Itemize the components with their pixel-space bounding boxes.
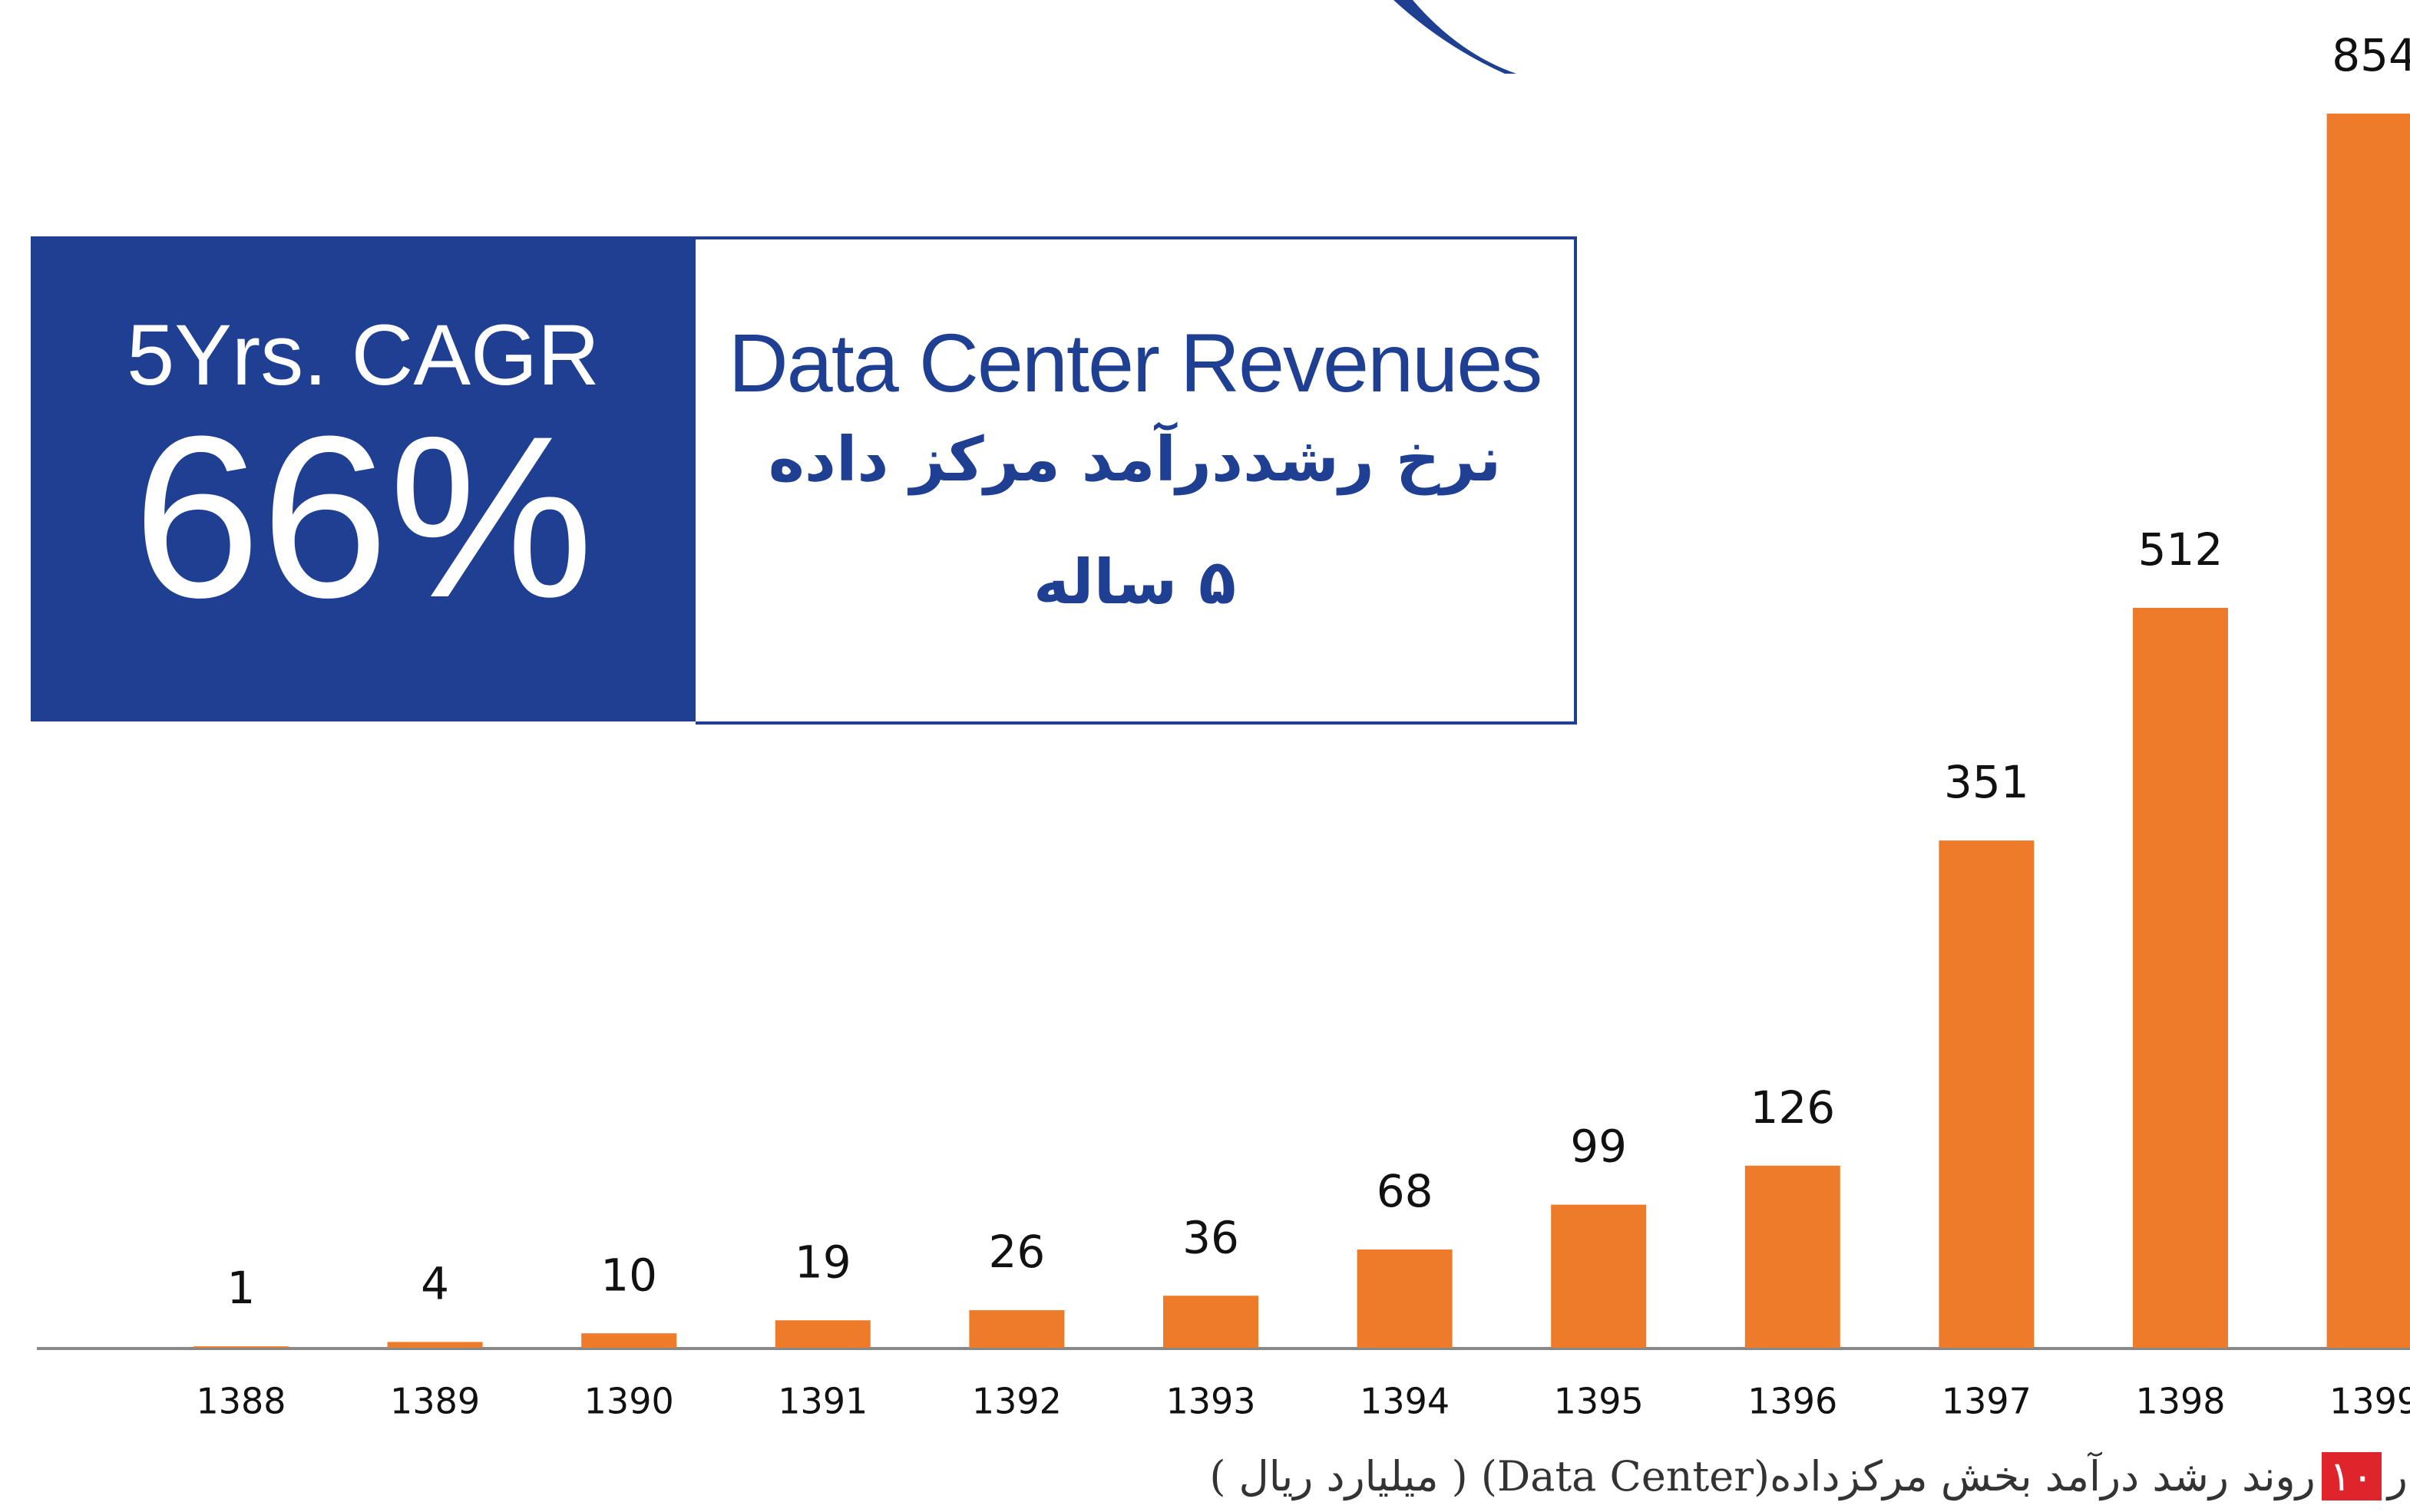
value-label: 351 — [1944, 756, 2029, 808]
cagr-value: 66% — [132, 388, 594, 645]
x-tick-label: 1394 — [1360, 1381, 1450, 1422]
bar — [1357, 1249, 1453, 1348]
caption-label: نمودار — [2387, 1452, 2410, 1500]
bar — [387, 1342, 483, 1348]
value-label: 512 — [2138, 523, 2223, 576]
value-label: 68 — [1377, 1165, 1433, 1217]
bar — [581, 1333, 677, 1348]
value-label: 1 — [227, 1262, 256, 1314]
bar — [2326, 114, 2410, 1348]
info-subtitle: نرخ رشددرآمد مرکز داده — [768, 424, 1502, 495]
caption-text: روند رشد درآمد بخش مرکزداده(Data Center)… — [1209, 1452, 2316, 1500]
x-tick-label: 1389 — [390, 1381, 480, 1422]
bar — [193, 1346, 289, 1348]
caption-number: ۱۰ — [2321, 1452, 2382, 1500]
decor-swoosh — [1393, 0, 1516, 74]
value-label: 126 — [1750, 1081, 1835, 1134]
x-tick-label: 1388 — [196, 1381, 286, 1422]
value-label: 4 — [421, 1258, 449, 1310]
info-title: Data Center Revenues — [728, 316, 1543, 409]
bar — [1163, 1296, 1258, 1348]
bar — [1744, 1165, 1840, 1348]
bar — [969, 1310, 1065, 1348]
x-tick-label: 1396 — [1747, 1381, 1837, 1422]
bar — [775, 1320, 871, 1348]
value-label: 99 — [1570, 1121, 1627, 1173]
x-tick-label: 1399 — [2329, 1381, 2410, 1422]
info-subtitle: ۵ ساله — [1033, 546, 1236, 618]
bar — [1551, 1204, 1647, 1348]
x-tick-label: 1391 — [778, 1381, 868, 1422]
value-label: 19 — [795, 1236, 851, 1288]
bar — [1939, 840, 2035, 1348]
value-label: 26 — [988, 1226, 1045, 1278]
x-tick-label: 1393 — [1165, 1381, 1255, 1422]
x-tick-label: 1397 — [1942, 1381, 2031, 1422]
value-label: 854 — [2332, 29, 2410, 81]
info-box: Data Center Revenues نرخ رشددرآمد مرکز د… — [696, 236, 1577, 725]
cagr-box: 5Yrs. CAGR 66% — [31, 236, 696, 721]
cagr-label: 5Yrs. CAGR — [126, 307, 600, 403]
value-label: 36 — [1182, 1211, 1239, 1263]
x-tick-label: 1395 — [1554, 1381, 1644, 1422]
bar — [2133, 607, 2228, 1348]
value-label: 10 — [600, 1249, 657, 1301]
x-tick-label: 1398 — [2135, 1381, 2225, 1422]
x-tick-label: 1390 — [584, 1381, 674, 1422]
caption: نمودار۱۰روند رشد درآمد بخش مرکزداده(Data… — [1209, 1452, 2410, 1500]
x-tick-label: 1392 — [972, 1381, 1062, 1422]
